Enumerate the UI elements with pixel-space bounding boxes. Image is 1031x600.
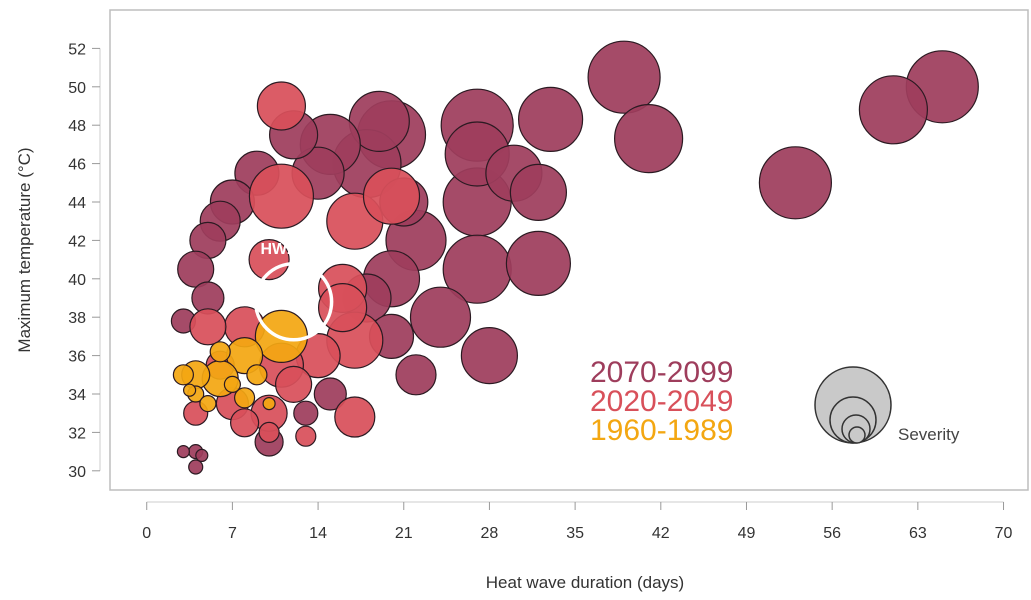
bubble-2070-2099-10	[509, 163, 568, 221]
legend-entry-1960-1989: 1960-1989	[590, 414, 733, 447]
bubble-2020-2049-4	[248, 239, 290, 281]
y-tick-label-42: 42	[68, 233, 86, 250]
severity-label: Severity	[898, 425, 960, 444]
severity-size-legend: Severity	[814, 366, 960, 444]
y-tick-label-32: 32	[68, 425, 86, 442]
bubble-2070-2099-14	[409, 286, 472, 348]
y-tick-label-44: 44	[68, 195, 86, 212]
y-tick-label-52: 52	[68, 41, 86, 58]
bubble-2020-2049-3	[362, 167, 421, 225]
y-tick-label-40: 40	[68, 272, 86, 289]
bubble-2070-2099-36	[313, 377, 347, 411]
hw2003-annotation: HW2003	[253, 241, 334, 342]
x-tick-label-56: 56	[823, 525, 841, 542]
bubble-2070-2099-40	[188, 459, 204, 475]
y-tick-label-30: 30	[68, 464, 86, 481]
x-tick-label-49: 49	[738, 525, 756, 542]
bubble-1960-1989-9	[223, 375, 241, 393]
bubble-1960-1989-5	[209, 341, 231, 363]
y-axis: 30 32 34 36 38 40 42 44 46 48 50 52	[68, 41, 101, 481]
hw2003-label: HW2003	[260, 241, 322, 258]
x-tick-label-70: 70	[995, 525, 1013, 542]
y-tick-label-38: 38	[68, 310, 86, 327]
bubble-1960-1989-6	[234, 387, 256, 409]
bubble-2070-2099-35	[293, 400, 319, 426]
bubble-1960-1989-12	[262, 397, 276, 411]
x-tick-label-42: 42	[652, 525, 670, 542]
hw2003-circle	[253, 262, 334, 342]
bubble-2070-2099-3	[587, 40, 661, 114]
bubble-2070-2099-39	[195, 448, 209, 462]
y-tick-label-48: 48	[68, 118, 86, 135]
x-tick-label-28: 28	[481, 525, 499, 542]
bubble-2070-2099-2	[758, 146, 833, 220]
bubble-2070-2099-12	[505, 230, 572, 296]
x-tick-label-7: 7	[228, 525, 237, 542]
y-tick-label-36: 36	[68, 349, 86, 366]
bubble-2020-2049-14	[275, 365, 313, 403]
bubble-2070-2099-1	[858, 75, 929, 145]
bubble-2070-2099-5	[517, 86, 584, 153]
legend-entry-2070-2099: 2070-2099	[590, 356, 733, 389]
y-axis-label: Maximum temperature (°C)	[15, 147, 34, 352]
bubble-1960-1989-10	[246, 364, 268, 386]
x-tick-label-35: 35	[566, 525, 584, 542]
bubble-2020-2049-18	[230, 408, 260, 438]
bubble-2020-2049-1	[248, 163, 314, 229]
y-tick-label-34: 34	[68, 387, 86, 404]
bubble-2020-2049-15	[334, 396, 376, 438]
bubble-2020-2049-0	[256, 81, 306, 131]
bubble-2070-2099-37	[176, 445, 190, 459]
bubble-1960-1989-11	[183, 383, 197, 397]
bubble-1960-1989-4	[172, 364, 194, 386]
bubbles-layer	[170, 40, 979, 475]
severity-circle-tiny	[848, 426, 866, 444]
x-tick-label-63: 63	[909, 525, 927, 542]
bubble-2070-2099-15	[460, 327, 518, 385]
x-axis: 0 7 14 21 28 35 42 49 56 63 70	[142, 501, 1013, 542]
x-tick-label-21: 21	[395, 525, 413, 542]
bubble-2070-2099-4	[613, 104, 684, 174]
y-tick-label-50: 50	[68, 80, 86, 97]
bubble-2020-2049-20	[295, 425, 317, 447]
bubble-2020-2049-19	[258, 421, 280, 443]
x-tick-label-0: 0	[142, 525, 151, 542]
legend-entry-2020-2049: 2020-2049	[590, 385, 733, 418]
x-axis-label: Heat wave duration (days)	[486, 573, 684, 592]
bubble-1960-1989-8	[199, 395, 217, 413]
x-tick-label-14: 14	[309, 525, 327, 542]
bubble-2020-2049-11	[189, 308, 227, 346]
y-tick-label-46: 46	[68, 157, 86, 174]
bubble-2070-2099-16	[395, 354, 437, 396]
